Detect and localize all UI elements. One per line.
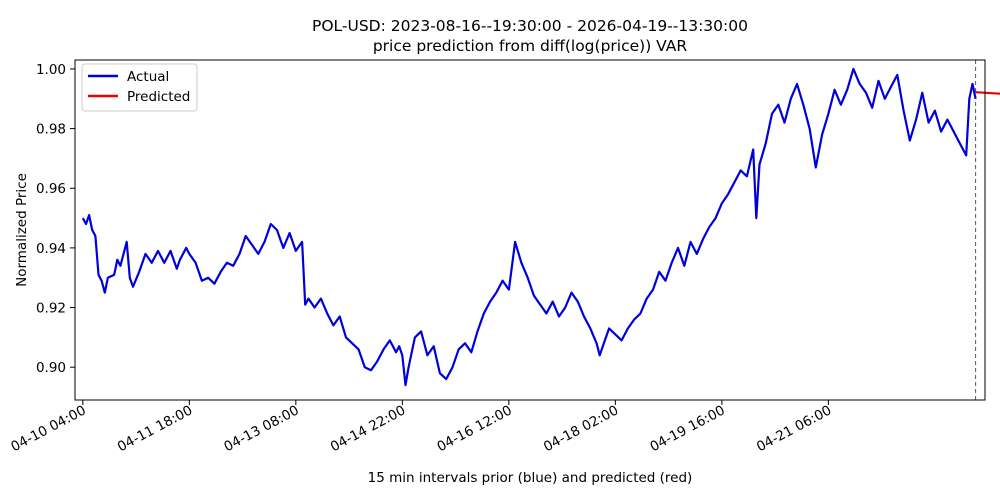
y-tick-label: 0.96: [36, 181, 66, 197]
x-tick-label: 04-16 12:00: [434, 402, 514, 455]
x-tick-label: 04-21 06:00: [754, 402, 834, 455]
plot-area: [81, 60, 1000, 400]
x-tick-label: 04-13 08:00: [221, 402, 301, 455]
y-axis-label: Normalized Price: [14, 173, 30, 287]
y-tick-label: 0.92: [36, 301, 66, 317]
y-tick-label: 0.98: [36, 122, 66, 138]
y-tick-label: 0.90: [36, 360, 66, 376]
legend-label-predicted: Predicted: [127, 89, 190, 105]
x-axis: 04-10 04:00 04-11 18:00 04-13 08:00 04-14 2…: [8, 400, 834, 455]
y-tick-label: 0.94: [36, 241, 66, 257]
chart-subtitle: price prediction from diff(log(price)) V…: [373, 37, 688, 55]
y-tick-label: 1.00: [36, 62, 66, 78]
x-tick-label: 04-18 02:00: [541, 402, 621, 455]
y-axis: 0.90 0.92 0.94 0.96 0.98 1.00: [36, 62, 75, 376]
legend-label-actual: Actual: [127, 69, 169, 85]
x-tick-label: 04-10 04:00: [8, 402, 88, 455]
x-tick-label: 04-14 22:00: [328, 402, 408, 455]
x-tick-label: 04-11 18:00: [115, 402, 195, 455]
x-tick-label: 04-19 16:00: [647, 402, 727, 455]
series-line-predicted: [975, 91, 1000, 95]
chart-title: POL-USD: 2023-08-16--19:30:00 - 2026-04-…: [312, 17, 748, 35]
x-axis-label: 15 min intervals prior (blue) and predic…: [368, 470, 693, 486]
series-line-actual: [81, 67, 977, 387]
plot-frame: [74, 59, 986, 401]
legend: Actual Predicted: [81, 63, 198, 112]
